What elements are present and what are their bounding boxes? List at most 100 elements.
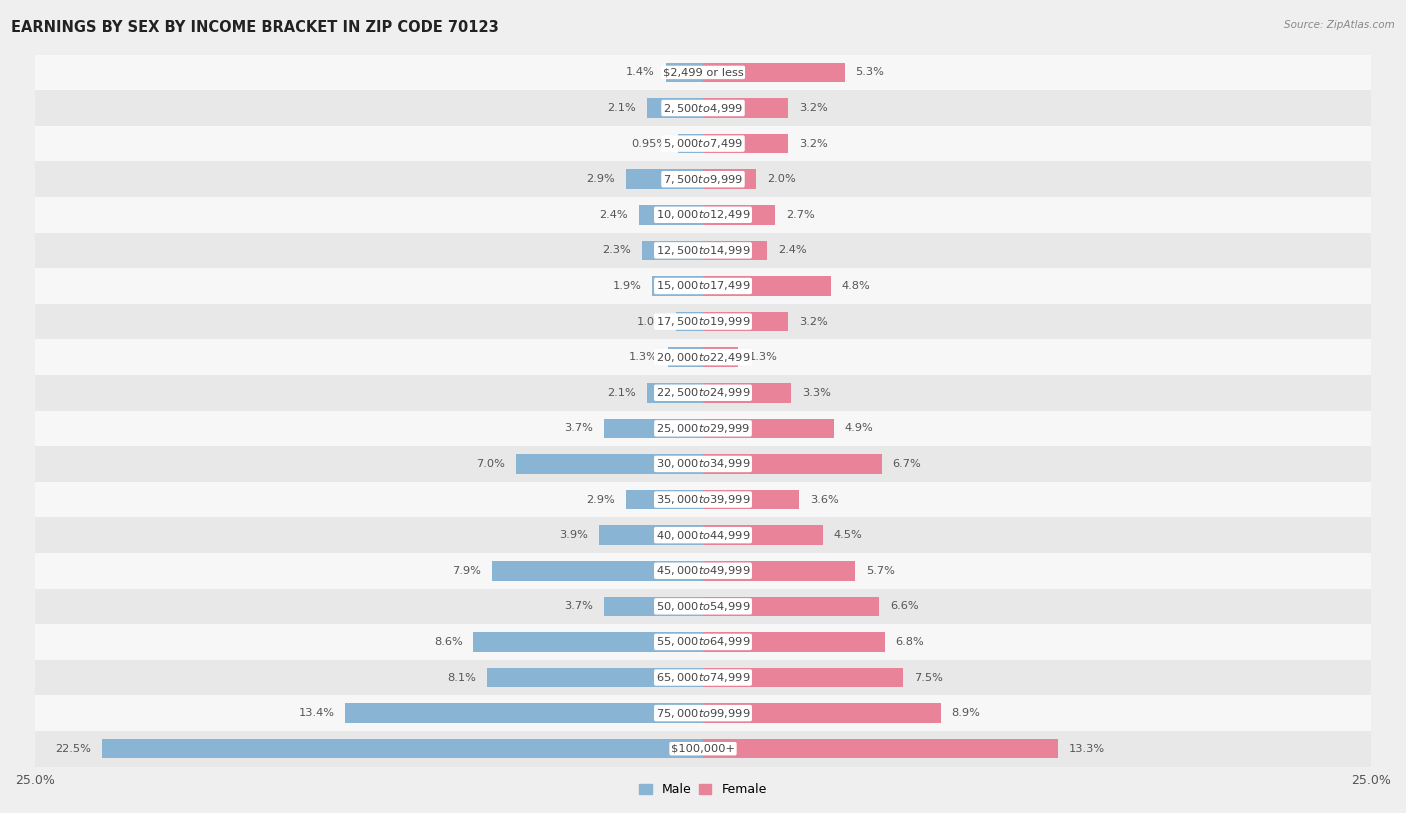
Bar (35, 233, 1371, 268)
Bar (35, 446, 1371, 482)
Bar (703, 205, 775, 224)
Bar (35, 268, 1371, 304)
Bar (703, 454, 882, 474)
Text: $2,500 to $4,999: $2,500 to $4,999 (664, 102, 742, 115)
Bar (647, 98, 703, 118)
Bar (35, 411, 1371, 446)
Text: $5,000 to $7,499: $5,000 to $7,499 (664, 137, 742, 150)
Text: 7.5%: 7.5% (914, 672, 943, 683)
Bar (474, 633, 703, 652)
Text: $12,500 to $14,999: $12,500 to $14,999 (655, 244, 751, 257)
Bar (492, 561, 703, 580)
Text: $45,000 to $49,999: $45,000 to $49,999 (655, 564, 751, 577)
Text: 2.1%: 2.1% (607, 103, 636, 113)
Text: 5.3%: 5.3% (855, 67, 884, 77)
Text: 6.8%: 6.8% (896, 637, 924, 647)
Text: 3.3%: 3.3% (801, 388, 831, 398)
Text: 7.0%: 7.0% (477, 459, 505, 469)
Text: 3.2%: 3.2% (799, 103, 828, 113)
Text: 3.2%: 3.2% (799, 138, 828, 149)
Text: EARNINGS BY SEX BY INCOME BRACKET IN ZIP CODE 70123: EARNINGS BY SEX BY INCOME BRACKET IN ZIP… (11, 20, 499, 35)
Bar (676, 312, 703, 332)
Bar (703, 419, 834, 438)
Text: 6.7%: 6.7% (893, 459, 921, 469)
Text: 2.9%: 2.9% (586, 494, 614, 505)
Bar (703, 525, 823, 545)
Text: $20,000 to $22,499: $20,000 to $22,499 (655, 350, 751, 363)
Bar (641, 241, 703, 260)
Bar (599, 525, 703, 545)
Text: 4.8%: 4.8% (842, 281, 870, 291)
Text: 22.5%: 22.5% (55, 744, 91, 754)
Bar (703, 561, 855, 580)
Bar (703, 134, 789, 154)
Text: 13.4%: 13.4% (298, 708, 335, 718)
Text: $40,000 to $44,999: $40,000 to $44,999 (655, 528, 751, 541)
Bar (703, 98, 789, 118)
Bar (626, 489, 703, 509)
Bar (703, 169, 756, 189)
Text: 13.3%: 13.3% (1069, 744, 1105, 754)
Text: 3.2%: 3.2% (799, 316, 828, 327)
Text: $10,000 to $12,499: $10,000 to $12,499 (655, 208, 751, 221)
Text: 1.3%: 1.3% (628, 352, 658, 362)
Text: 8.1%: 8.1% (447, 672, 475, 683)
Bar (652, 276, 703, 296)
Bar (35, 54, 1371, 90)
Text: $35,000 to $39,999: $35,000 to $39,999 (655, 493, 751, 506)
Bar (35, 126, 1371, 162)
Bar (703, 383, 792, 402)
Bar (703, 63, 845, 82)
Bar (668, 347, 703, 367)
Bar (35, 162, 1371, 197)
Legend: Male, Female: Male, Female (634, 778, 772, 802)
Text: $65,000 to $74,999: $65,000 to $74,999 (655, 671, 751, 684)
Text: 3.7%: 3.7% (565, 424, 593, 433)
Bar (35, 695, 1371, 731)
Bar (35, 304, 1371, 339)
Bar (35, 553, 1371, 589)
Text: 4.9%: 4.9% (845, 424, 873, 433)
Text: 2.4%: 2.4% (778, 246, 807, 255)
Bar (35, 659, 1371, 695)
Bar (703, 347, 738, 367)
Text: 2.7%: 2.7% (786, 210, 814, 220)
Bar (35, 197, 1371, 233)
Text: 0.95%: 0.95% (631, 138, 666, 149)
Text: $2,499 or less: $2,499 or less (662, 67, 744, 77)
Bar (101, 739, 703, 759)
Bar (626, 169, 703, 189)
Bar (703, 667, 903, 687)
Bar (605, 419, 703, 438)
Text: $75,000 to $99,999: $75,000 to $99,999 (655, 706, 751, 720)
Bar (638, 205, 703, 224)
Bar (35, 339, 1371, 375)
Text: 6.6%: 6.6% (890, 602, 918, 611)
Bar (35, 482, 1371, 517)
Text: 2.1%: 2.1% (607, 388, 636, 398)
Text: Source: ZipAtlas.com: Source: ZipAtlas.com (1284, 20, 1395, 30)
Text: 4.5%: 4.5% (834, 530, 863, 540)
Text: 3.6%: 3.6% (810, 494, 838, 505)
Text: $17,500 to $19,999: $17,500 to $19,999 (655, 315, 751, 328)
Text: $25,000 to $29,999: $25,000 to $29,999 (655, 422, 751, 435)
Bar (35, 375, 1371, 411)
Text: $50,000 to $54,999: $50,000 to $54,999 (655, 600, 751, 613)
Bar (35, 90, 1371, 126)
Text: 8.9%: 8.9% (952, 708, 980, 718)
Bar (703, 703, 941, 723)
Text: 7.9%: 7.9% (453, 566, 481, 576)
Text: 8.6%: 8.6% (434, 637, 463, 647)
Bar (35, 589, 1371, 624)
Bar (516, 454, 703, 474)
Text: 3.7%: 3.7% (565, 602, 593, 611)
Text: $15,000 to $17,499: $15,000 to $17,499 (655, 280, 751, 293)
Text: $55,000 to $64,999: $55,000 to $64,999 (655, 636, 751, 649)
Bar (344, 703, 703, 723)
Bar (703, 241, 768, 260)
Bar (605, 597, 703, 616)
Text: $7,500 to $9,999: $7,500 to $9,999 (664, 172, 742, 185)
Text: 2.4%: 2.4% (599, 210, 628, 220)
Text: $30,000 to $34,999: $30,000 to $34,999 (655, 458, 751, 471)
Bar (703, 489, 799, 509)
